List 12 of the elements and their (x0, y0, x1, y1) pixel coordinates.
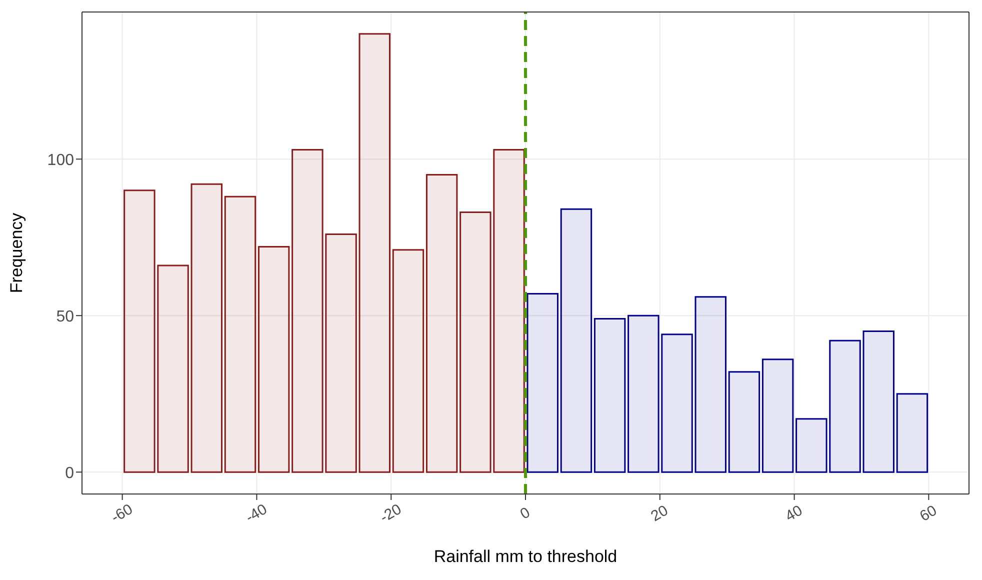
x-tick-label: 20 (648, 502, 672, 526)
y-axis-title: Frequency (7, 212, 26, 294)
x-tick-label: -40 (242, 500, 270, 526)
y-tick-label: 50 (56, 308, 74, 326)
x-tick-label: 40 (782, 502, 806, 526)
y-tick-label: 100 (47, 152, 74, 169)
x-tick-label: 60 (916, 502, 940, 526)
x-axis-title: Rainfall mm to threshold (434, 547, 618, 566)
x-tick-label: 0 (517, 504, 534, 524)
y-tick-label: 0 (65, 464, 74, 482)
x-tick-label: -20 (377, 500, 404, 526)
x-tick-label: -60 (108, 500, 136, 526)
